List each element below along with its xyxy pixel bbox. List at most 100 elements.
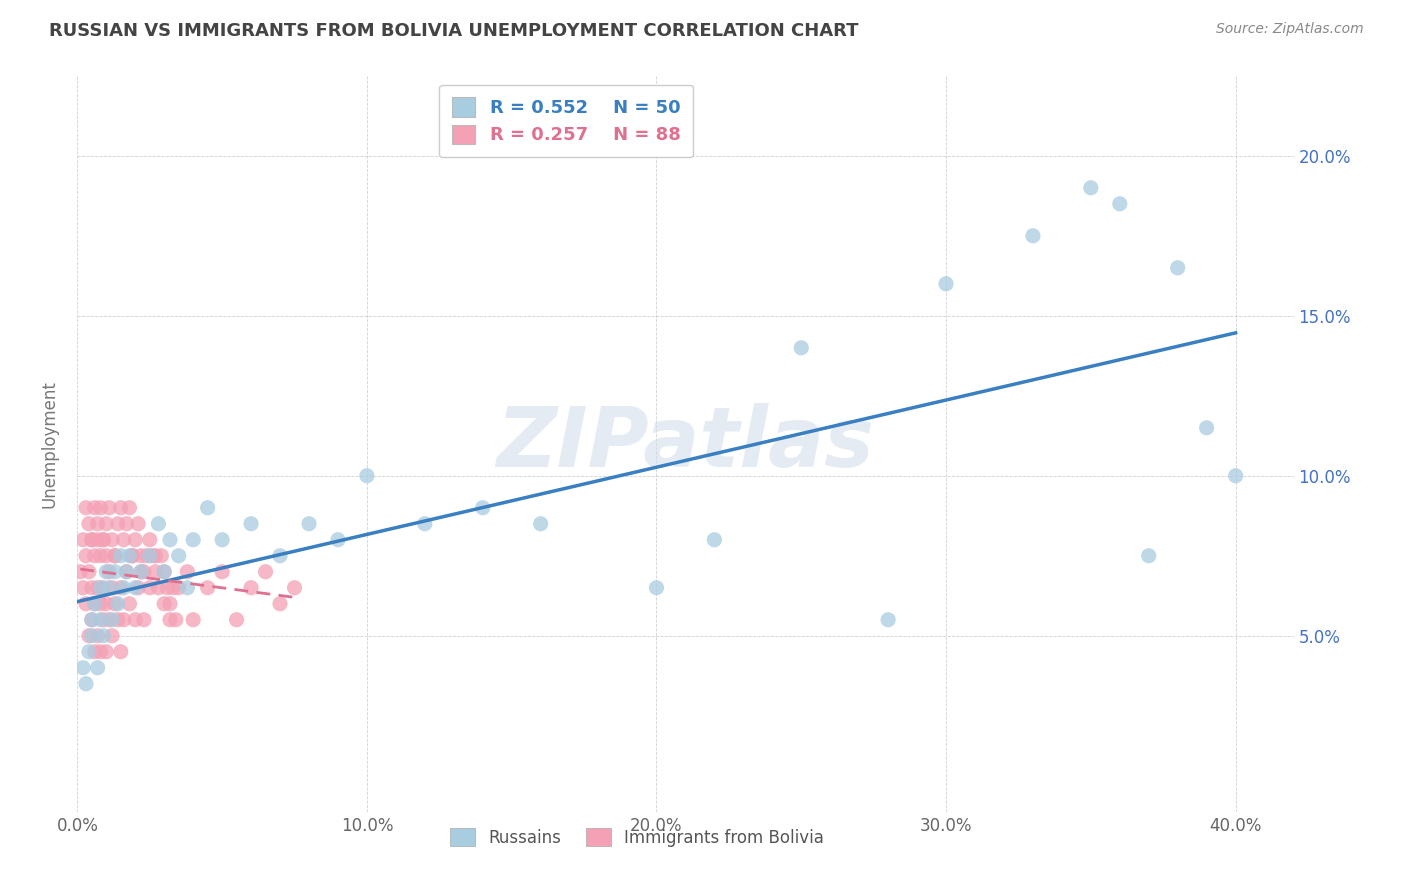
Point xyxy=(121,549,143,563)
Point xyxy=(935,277,957,291)
Point xyxy=(83,597,105,611)
Point xyxy=(93,533,115,547)
Point xyxy=(93,533,115,547)
Point xyxy=(98,565,121,579)
Point xyxy=(145,565,167,579)
Point xyxy=(86,516,108,531)
Point xyxy=(132,613,155,627)
Point xyxy=(80,581,103,595)
Point xyxy=(159,613,181,627)
Point xyxy=(197,500,219,515)
Point xyxy=(153,565,176,579)
Point xyxy=(167,581,190,595)
Point xyxy=(110,500,132,515)
Text: ZIPatlas: ZIPatlas xyxy=(496,403,875,484)
Point xyxy=(298,516,321,531)
Text: RUSSIAN VS IMMIGRANTS FROM BOLIVIA UNEMPLOYMENT CORRELATION CHART: RUSSIAN VS IMMIGRANTS FROM BOLIVIA UNEMP… xyxy=(49,22,859,40)
Point xyxy=(104,549,127,563)
Point xyxy=(115,565,138,579)
Point xyxy=(162,581,184,595)
Point xyxy=(89,613,111,627)
Point xyxy=(645,581,668,595)
Point xyxy=(1167,260,1189,275)
Point xyxy=(83,549,105,563)
Point xyxy=(150,549,173,563)
Point xyxy=(96,516,118,531)
Point xyxy=(197,581,219,595)
Point xyxy=(413,516,436,531)
Text: Source: ZipAtlas.com: Source: ZipAtlas.com xyxy=(1216,22,1364,37)
Point xyxy=(153,565,176,579)
Point xyxy=(1022,228,1045,243)
Point xyxy=(211,565,233,579)
Point xyxy=(118,549,141,563)
Point xyxy=(181,533,204,547)
Point xyxy=(104,565,127,579)
Point xyxy=(129,549,152,563)
Point xyxy=(112,533,135,547)
Point xyxy=(135,549,157,563)
Point xyxy=(225,613,247,627)
Point xyxy=(471,500,494,515)
Point xyxy=(83,500,105,515)
Point xyxy=(93,613,115,627)
Point xyxy=(75,677,97,691)
Point xyxy=(86,581,108,595)
Point xyxy=(176,581,198,595)
Point xyxy=(98,500,121,515)
Point xyxy=(93,629,115,643)
Point xyxy=(112,581,135,595)
Point xyxy=(77,565,100,579)
Point xyxy=(112,613,135,627)
Point xyxy=(132,565,155,579)
Point xyxy=(80,629,103,643)
Point xyxy=(269,549,291,563)
Point xyxy=(98,581,121,595)
Point xyxy=(138,533,160,547)
Point xyxy=(530,516,553,531)
Point xyxy=(75,549,97,563)
Point xyxy=(72,661,94,675)
Point xyxy=(356,468,378,483)
Point xyxy=(75,597,97,611)
Point xyxy=(110,549,132,563)
Point xyxy=(107,516,129,531)
Point xyxy=(142,549,165,563)
Point xyxy=(115,565,138,579)
Point xyxy=(129,565,152,579)
Point xyxy=(83,645,105,659)
Point xyxy=(159,533,181,547)
Point xyxy=(138,581,160,595)
Point xyxy=(96,645,118,659)
Point xyxy=(1137,549,1160,563)
Point xyxy=(156,581,179,595)
Point xyxy=(138,549,160,563)
Point xyxy=(80,533,103,547)
Point xyxy=(77,516,100,531)
Point xyxy=(89,597,111,611)
Point xyxy=(101,629,124,643)
Point xyxy=(118,597,141,611)
Point xyxy=(1225,468,1247,483)
Point xyxy=(127,516,149,531)
Point xyxy=(159,597,181,611)
Point xyxy=(80,613,103,627)
Point xyxy=(269,597,291,611)
Point xyxy=(86,533,108,547)
Point xyxy=(96,597,118,611)
Point xyxy=(167,549,190,563)
Point xyxy=(77,629,100,643)
Point xyxy=(129,565,152,579)
Point xyxy=(72,533,94,547)
Y-axis label: Unemployment: Unemployment xyxy=(41,380,59,508)
Point xyxy=(104,597,127,611)
Point xyxy=(96,565,118,579)
Point xyxy=(80,533,103,547)
Point xyxy=(790,341,813,355)
Point xyxy=(101,613,124,627)
Point xyxy=(89,645,111,659)
Point xyxy=(115,516,138,531)
Point xyxy=(93,581,115,595)
Point xyxy=(254,565,277,579)
Point xyxy=(124,613,146,627)
